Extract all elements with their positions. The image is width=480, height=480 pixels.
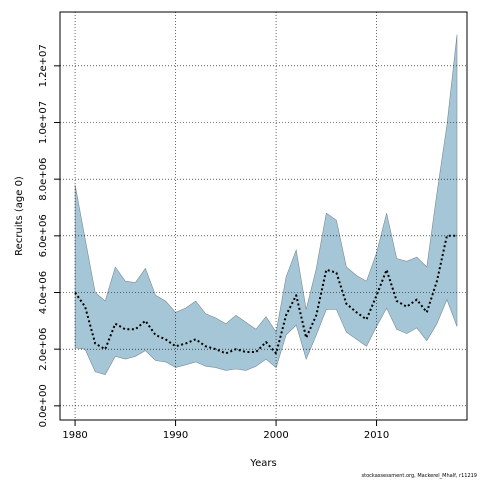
x-tick-label: 1990	[163, 430, 188, 441]
y-tick-label: 1.2e+07	[38, 44, 49, 87]
x-tick-label: 1980	[62, 430, 87, 441]
x-tick-label: 2000	[263, 430, 288, 441]
y-axis: 0.0e+00 2.0e+06 4.0e+06 6.0e+06 8.0e+06 1.0e+…	[38, 44, 60, 427]
y-tick-label: 1.0e+07	[38, 101, 49, 144]
confidence-band	[74, 34, 458, 376]
y-tick-label: 0.0e+00	[38, 384, 49, 427]
y-tick-label: 2.0e+06	[38, 328, 49, 371]
confidence-band-layer	[74, 34, 458, 376]
y-tick-label: 4.0e+06	[38, 271, 49, 314]
estimate-line-layer	[74, 234, 457, 355]
x-tick-label: 2010	[364, 430, 389, 441]
source-caption: stockassessment.org, Mackerel_Mhalf, r11…	[361, 473, 477, 479]
y-tick-label: 8.0e+06	[38, 158, 49, 201]
grid-lines	[60, 12, 467, 420]
x-axis-label: Years	[249, 458, 276, 469]
y-axis-label: Recruits (age 0)	[14, 176, 25, 256]
x-axis: 1980 1990 2000 2010	[62, 420, 389, 441]
plot-frame	[59, 11, 468, 421]
y-tick-label: 6.0e+06	[38, 214, 49, 257]
estimate-line	[74, 234, 457, 355]
